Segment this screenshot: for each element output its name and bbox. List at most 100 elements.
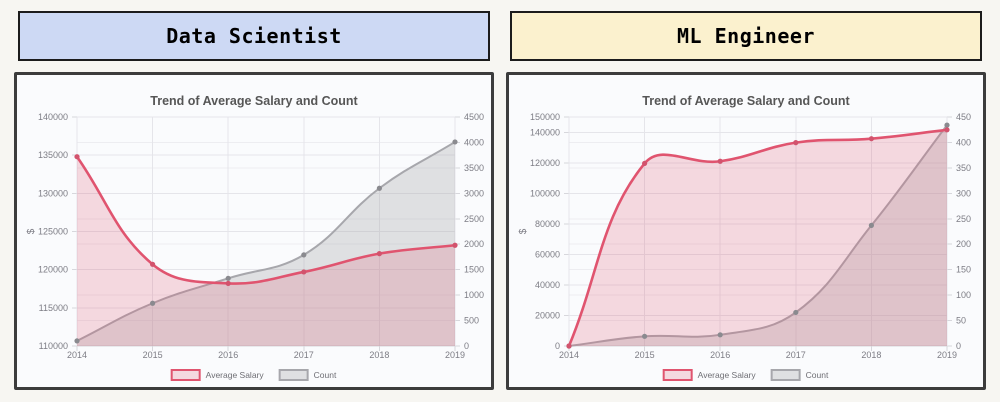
y-tick-label-left: 100000 bbox=[530, 188, 560, 198]
legend-item-average-salary[interactable]: Average Salary bbox=[662, 369, 757, 381]
y-tick-label-left: 0 bbox=[555, 341, 560, 351]
y-tick-label-right: 3500 bbox=[464, 163, 484, 173]
series-area-count bbox=[569, 125, 947, 346]
y-tick-label-right: 250 bbox=[956, 214, 971, 224]
header-row: Data Scientist ML Engineer bbox=[18, 11, 982, 61]
x-tick-label: 2018 bbox=[861, 350, 881, 360]
y-tick-label-left: 135000 bbox=[38, 150, 68, 160]
y-tick-label-right: 2500 bbox=[464, 214, 484, 224]
y-tick-label-right: 3000 bbox=[464, 188, 484, 198]
y-tick-label-left: 40000 bbox=[535, 280, 560, 290]
x-tick-label: 2014 bbox=[559, 350, 579, 360]
y-tick-label-right: 100 bbox=[956, 290, 971, 300]
series-point-average-salary[interactable] bbox=[452, 242, 458, 248]
legend-label: Count bbox=[806, 370, 829, 380]
chart-panel-ml-engineer: 0 20000 40000 60000 80000 100000 120000 140000 1… bbox=[506, 72, 986, 390]
y-tick-label-right: 4000 bbox=[464, 137, 484, 147]
y-tick-label-left: 20000 bbox=[535, 310, 560, 320]
chart-panel-data-scientist: 110000 115000 120000 125000 130000 135000 1400… bbox=[14, 72, 494, 390]
x-tick-label: 2015 bbox=[143, 350, 163, 360]
y-tick-label-right: 200 bbox=[956, 239, 971, 249]
legend-label: Average Salary bbox=[206, 370, 265, 380]
legend-item-average-salary[interactable]: Average Salary bbox=[170, 369, 265, 381]
series-point-count[interactable] bbox=[150, 300, 156, 306]
y-tick-label-right: 0 bbox=[464, 341, 469, 351]
y-tick-label-left: 140000 bbox=[38, 112, 68, 122]
series-point-average-salary[interactable] bbox=[150, 261, 156, 267]
x-tick-label: 2016 bbox=[218, 350, 238, 360]
series-point-average-salary[interactable] bbox=[642, 160, 648, 167]
series-point-count[interactable] bbox=[74, 338, 80, 344]
legend-item-count[interactable]: Count bbox=[770, 369, 829, 381]
series-point-average-salary[interactable] bbox=[944, 127, 950, 133]
x-tick-label: 2015 bbox=[635, 350, 655, 360]
y-tick-label-left: 80000 bbox=[535, 219, 560, 229]
legend-label: Count bbox=[314, 370, 337, 380]
y-axis-label: $ bbox=[518, 228, 529, 234]
series-point-count[interactable] bbox=[944, 122, 950, 128]
series-point-count[interactable] bbox=[642, 333, 648, 339]
y-tick-label-left: 130000 bbox=[38, 188, 68, 198]
series-point-count[interactable] bbox=[717, 332, 723, 338]
y-tick-label-left: 140000 bbox=[530, 127, 560, 137]
chart-svg-ml-engineer: 0 20000 40000 60000 80000 100000 120000 140000 1… bbox=[518, 94, 971, 381]
series-point-average-salary[interactable] bbox=[717, 158, 723, 164]
series-point-count[interactable] bbox=[868, 222, 874, 228]
legend-swatch[interactable] bbox=[170, 369, 201, 381]
series-point-average-salary[interactable] bbox=[376, 251, 382, 257]
chart-panels-row: 110000 115000 120000 125000 130000 135000 1400… bbox=[14, 72, 986, 390]
y-tick-label-right: 500 bbox=[464, 316, 479, 326]
y-tick-label-left: 60000 bbox=[535, 249, 560, 259]
series-point-average-salary[interactable] bbox=[868, 136, 874, 142]
y-tick-label-right: 150 bbox=[956, 265, 971, 275]
y-tick-label-left: 125000 bbox=[38, 227, 68, 237]
y-tick-label-left: 120000 bbox=[530, 158, 560, 168]
y-tick-label-right: 400 bbox=[956, 137, 971, 147]
chart-svg-data-scientist: 110000 115000 120000 125000 130000 135000 1400… bbox=[26, 94, 484, 381]
y-tick-label-left: 110000 bbox=[39, 341, 68, 351]
series-point-count[interactable] bbox=[793, 309, 799, 316]
y-tick-label-right: 50 bbox=[956, 316, 966, 326]
y-tick-label-left: 115000 bbox=[39, 303, 68, 313]
series-point-average-salary[interactable] bbox=[793, 140, 799, 146]
y-axis-label: $ bbox=[26, 228, 37, 234]
chart-title: Trend of Average Salary and Count bbox=[642, 94, 850, 108]
header-data-scientist: Data Scientist bbox=[18, 11, 490, 61]
legend-swatch[interactable] bbox=[278, 369, 309, 381]
series-area-count bbox=[77, 141, 455, 346]
x-tick-label: 2017 bbox=[294, 350, 314, 360]
series-line-count bbox=[76, 140, 456, 342]
legend-item-count[interactable]: Count bbox=[278, 369, 337, 381]
legend-label: Average Salary bbox=[698, 370, 757, 380]
y-tick-label-right: 450 bbox=[956, 112, 971, 122]
legend-swatch[interactable] bbox=[662, 369, 693, 381]
series-point-average-salary[interactable] bbox=[301, 269, 307, 275]
y-tick-label-left: 120000 bbox=[38, 265, 68, 275]
y-tick-label-right: 350 bbox=[956, 163, 971, 173]
series-point-average-salary[interactable] bbox=[74, 154, 80, 160]
x-tick-label: 2017 bbox=[786, 350, 806, 360]
y-tick-label-right: 1000 bbox=[464, 290, 484, 300]
series-point-count[interactable] bbox=[225, 275, 231, 281]
y-tick-label-right: 2000 bbox=[464, 239, 484, 249]
series-point-count[interactable] bbox=[301, 252, 307, 258]
series-area-average-salary bbox=[569, 129, 947, 346]
series-point-average-salary[interactable] bbox=[566, 343, 572, 349]
series-point-count[interactable] bbox=[376, 185, 382, 191]
x-tick-label: 2018 bbox=[369, 350, 389, 360]
series-point-average-salary[interactable] bbox=[225, 280, 231, 287]
chart-title: Trend of Average Salary and Count bbox=[150, 94, 358, 108]
y-tick-label-right: 1500 bbox=[464, 265, 484, 275]
series-area-average-salary bbox=[77, 156, 455, 346]
legend-swatch[interactable] bbox=[770, 369, 801, 381]
y-tick-label-right: 4500 bbox=[464, 112, 484, 122]
series-point-count[interactable] bbox=[452, 139, 458, 145]
x-tick-label: 2019 bbox=[937, 350, 957, 360]
header-ml-engineer: ML Engineer bbox=[510, 11, 982, 61]
x-tick-label: 2014 bbox=[67, 350, 87, 360]
x-tick-label: 2016 bbox=[710, 350, 730, 360]
y-tick-label-right: 300 bbox=[956, 188, 971, 198]
header-data-scientist-label: Data Scientist bbox=[166, 24, 342, 48]
x-tick-label: 2019 bbox=[445, 350, 465, 360]
